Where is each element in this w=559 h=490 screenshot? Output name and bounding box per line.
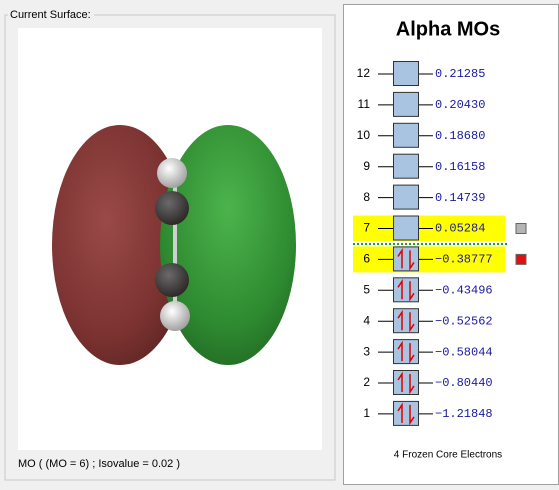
spin-up	[397, 402, 403, 423]
spin-down	[409, 281, 415, 302]
mo-energy: 0.16158	[435, 160, 485, 174]
mo-number: 8	[363, 190, 370, 204]
mo-number: 10	[357, 128, 371, 142]
group-gap	[8, 8, 94, 22]
mo-energy: −0.80440	[435, 376, 493, 390]
mo-energy: 0.20430	[435, 98, 485, 112]
mo-box	[393, 246, 419, 272]
mo-number: 2	[363, 375, 370, 389]
spin-down	[409, 250, 415, 271]
surface-marker	[515, 223, 527, 234]
spin-up	[397, 278, 403, 300]
mo-energy: −1.21848	[435, 407, 493, 421]
mo-title: Alpha MOs	[396, 18, 500, 40]
spin-up	[397, 340, 403, 362]
mo-energy: −0.43496	[435, 283, 493, 297]
mo-box	[393, 370, 419, 395]
mo-box	[393, 61, 419, 86]
molecule-view	[52, 125, 296, 365]
mo-number: 3	[363, 344, 370, 358]
spin-up	[397, 309, 403, 331]
mo-footer: 4 Frozen Core Electrons	[394, 450, 502, 461]
status-text: MO ( (MO = 6) ; Isovalue = 0.02 )	[18, 458, 180, 470]
spin-down	[409, 404, 415, 426]
mo-number: 6	[363, 252, 370, 266]
mo-energy: −0.38777	[435, 253, 493, 267]
spin-up	[397, 371, 403, 392]
surface-marker	[515, 253, 527, 265]
mo-energy: 0.21285	[435, 67, 485, 81]
mo-energy: 0.14739	[435, 191, 485, 205]
spin-up	[397, 247, 403, 269]
spin-down	[409, 374, 415, 395]
mo-box	[393, 215, 419, 241]
mo-number: 5	[363, 282, 370, 296]
mo-box	[393, 308, 419, 334]
mo-number: 9	[363, 159, 370, 173]
mo-number: 4	[363, 313, 370, 327]
mo-energy: 0.18680	[435, 129, 485, 143]
spin-down	[409, 312, 415, 333]
mo-box	[393, 184, 419, 210]
mo-energy: −0.52562	[435, 314, 493, 328]
spin-down	[409, 343, 415, 364]
mo-number: 7	[363, 221, 370, 235]
mo-box	[393, 122, 419, 148]
mo-energy: −0.58044	[435, 345, 493, 359]
mo-number: 1	[363, 406, 370, 420]
mo-energy: 0.05284	[435, 222, 485, 236]
group-box	[4, 14, 336, 481]
mo-box	[393, 400, 419, 426]
mo-number: 12	[357, 66, 371, 80]
mo-number: 11	[358, 97, 371, 111]
mo-box	[393, 277, 419, 303]
mo-box	[393, 339, 419, 365]
panel-label: Current Surface:	[10, 9, 91, 21]
mo-box	[393, 91, 419, 117]
mo-box	[393, 153, 419, 179]
